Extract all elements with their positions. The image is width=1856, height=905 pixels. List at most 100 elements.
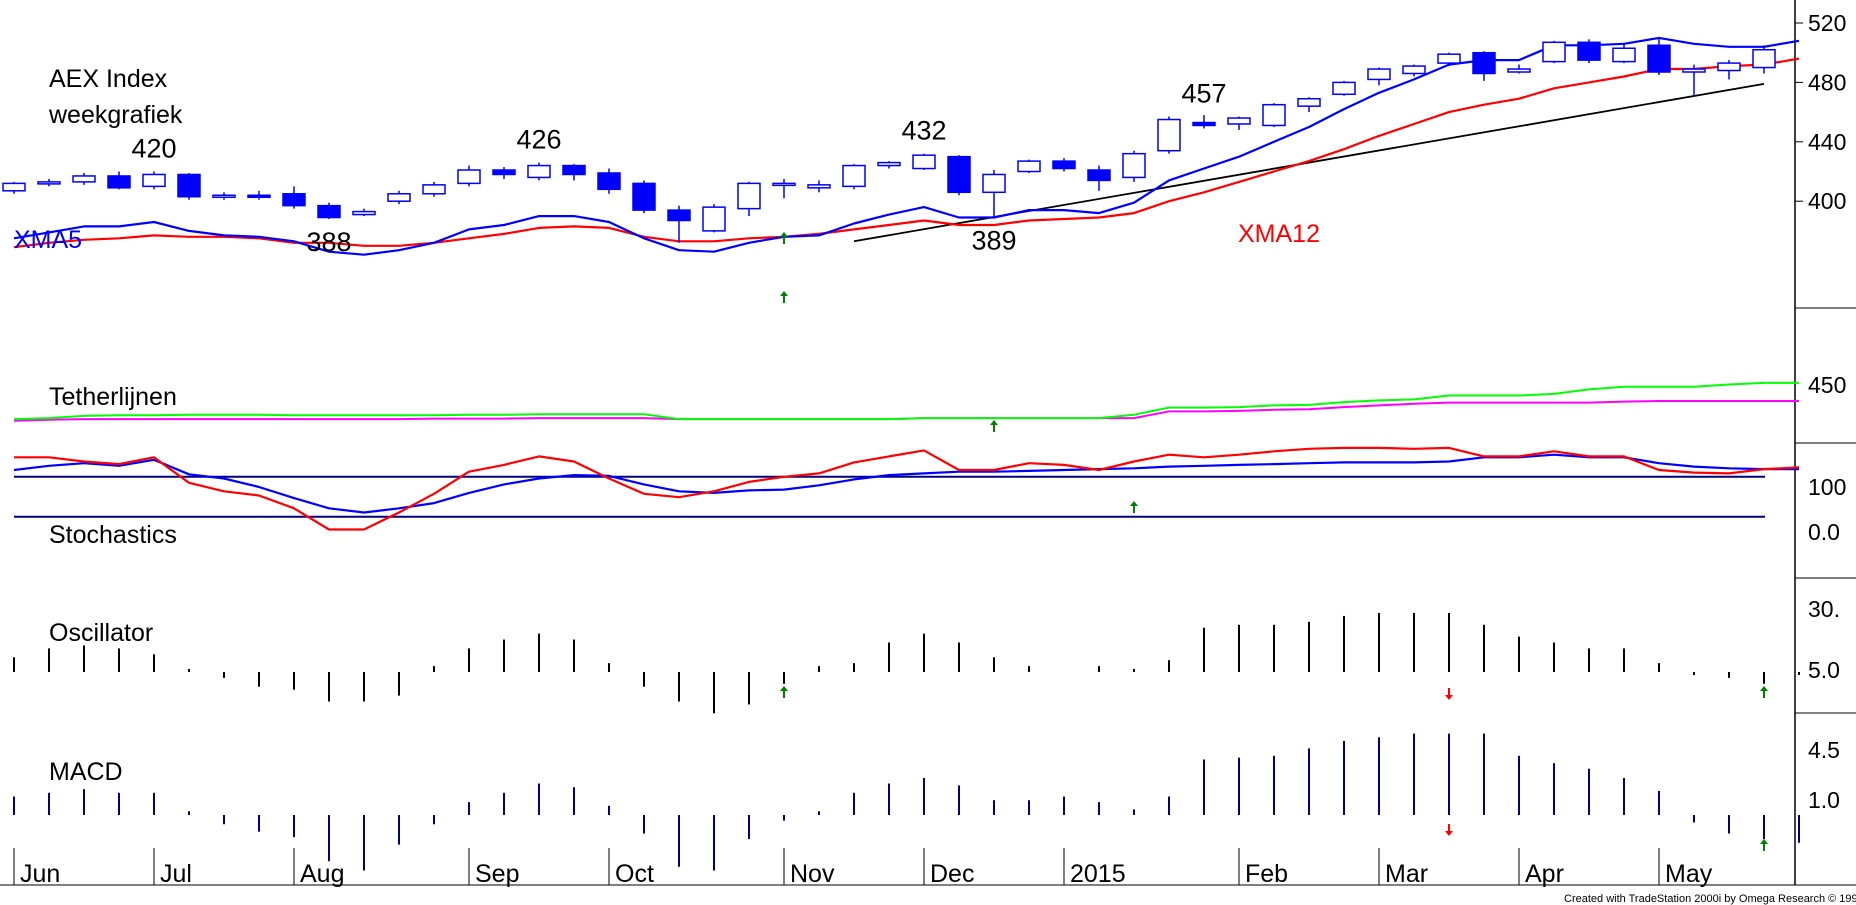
candle bbox=[1087, 165, 1111, 191]
candle bbox=[772, 178, 796, 199]
candle-body bbox=[1332, 81, 1356, 96]
candle-body bbox=[1507, 68, 1531, 73]
month-label: Sep bbox=[475, 860, 519, 888]
arrow-head bbox=[1445, 831, 1453, 836]
candle-body bbox=[457, 169, 481, 185]
osc-tick-30: 30. bbox=[1808, 596, 1840, 622]
candle bbox=[877, 161, 901, 169]
month-label: Mar bbox=[1385, 860, 1428, 888]
stochastics-label: Stochastics bbox=[49, 521, 177, 549]
month-label: Dec bbox=[930, 860, 974, 888]
xma12-line bbox=[13, 57, 1800, 249]
oscillator-label: Oscillator bbox=[49, 619, 153, 647]
candle-body bbox=[1577, 41, 1601, 61]
arrow-head bbox=[990, 420, 998, 425]
candle-body bbox=[1752, 48, 1776, 69]
candle-body bbox=[1542, 41, 1566, 63]
macd-tick-45: 4.5 bbox=[1808, 737, 1840, 763]
candle-body bbox=[1682, 68, 1706, 73]
price-annotation: 432 bbox=[901, 116, 946, 146]
signal-arrow-up bbox=[780, 686, 788, 698]
candle-body bbox=[212, 194, 236, 199]
macd-tick-1: 1.0 bbox=[1808, 787, 1840, 813]
candle bbox=[177, 172, 201, 200]
candle-body bbox=[842, 164, 866, 188]
candle-body bbox=[247, 194, 271, 199]
candle-body bbox=[1192, 121, 1216, 127]
candle bbox=[842, 164, 866, 190]
candle-body bbox=[1367, 68, 1391, 81]
signal-arrow-up bbox=[780, 291, 788, 303]
candle-body bbox=[72, 175, 96, 183]
candle-body bbox=[877, 161, 901, 167]
candle-body bbox=[317, 204, 341, 219]
arrow-head bbox=[1760, 839, 1768, 844]
candle bbox=[1472, 51, 1496, 81]
chart-title-line2: weekgrafiek bbox=[48, 101, 183, 129]
candle bbox=[982, 170, 1006, 218]
candle-body bbox=[1297, 97, 1321, 107]
candle-body bbox=[492, 169, 516, 176]
tether-label: Tetherlijnen bbox=[49, 383, 177, 411]
candle bbox=[352, 208, 376, 217]
month-label: 2015 bbox=[1070, 860, 1126, 888]
candle bbox=[492, 167, 516, 179]
signal-arrows bbox=[780, 232, 1768, 851]
candle-body bbox=[142, 173, 166, 188]
candle-body bbox=[1227, 117, 1251, 125]
month-label: Jul bbox=[160, 860, 192, 888]
candle bbox=[1332, 80, 1356, 96]
signal-arrow-up bbox=[990, 420, 998, 432]
candle-body bbox=[1472, 51, 1496, 75]
signal-arrow-up bbox=[780, 232, 788, 244]
month-axis: Jun Jul Aug Sep Oct Nov Dec 2015 Feb Mar Apr May bbox=[13, 848, 1713, 888]
price-annotation: 457 bbox=[1181, 79, 1226, 109]
candle-body bbox=[2, 182, 26, 192]
candle bbox=[737, 181, 761, 217]
candle-body bbox=[1157, 118, 1181, 152]
candle bbox=[317, 202, 341, 220]
candle bbox=[1507, 64, 1531, 74]
candle bbox=[1647, 37, 1671, 75]
candle-body bbox=[1052, 160, 1076, 170]
candle bbox=[1052, 158, 1076, 172]
candle bbox=[1402, 64, 1426, 77]
candle-body bbox=[37, 181, 61, 185]
candle bbox=[282, 186, 306, 209]
candle-body bbox=[1122, 152, 1146, 179]
candle bbox=[1612, 43, 1636, 64]
stoch-red-line bbox=[14, 446, 1800, 531]
candle bbox=[562, 164, 586, 181]
chart-title-line1: AEX Index bbox=[49, 65, 168, 93]
candle bbox=[1717, 60, 1741, 80]
price-tick-label: 440 bbox=[1808, 129, 1846, 155]
candle bbox=[702, 204, 726, 233]
candle-body bbox=[177, 173, 201, 198]
signal-arrow-up bbox=[1760, 839, 1768, 851]
price-annotation: 426 bbox=[516, 125, 561, 155]
arrow-head bbox=[1445, 695, 1453, 700]
candle bbox=[1577, 39, 1601, 64]
candle bbox=[807, 180, 831, 193]
month-label: Feb bbox=[1245, 860, 1288, 888]
month-label: May bbox=[1665, 860, 1713, 888]
candle-body bbox=[1087, 169, 1111, 182]
month-label: Jun bbox=[20, 860, 60, 888]
month-label: Aug bbox=[300, 860, 344, 888]
price-tick-label: 520 bbox=[1808, 10, 1846, 36]
osc-tick-5: 5.0 bbox=[1808, 657, 1840, 683]
tether-tick: 450 bbox=[1808, 372, 1846, 398]
candle-body bbox=[667, 209, 691, 222]
xma5-line bbox=[13, 36, 1800, 256]
oscillator-panel bbox=[13, 613, 1800, 714]
candle bbox=[947, 155, 971, 196]
price-axis: 520 480 440 400 bbox=[1795, 10, 1846, 214]
candle-body bbox=[807, 184, 831, 189]
candle-body bbox=[912, 154, 936, 170]
candle bbox=[212, 192, 236, 200]
candle bbox=[142, 171, 166, 190]
candle-body bbox=[947, 155, 971, 194]
candle bbox=[72, 172, 96, 185]
price-tick-label: 480 bbox=[1808, 69, 1846, 95]
xma12-label: XMA12 bbox=[1238, 220, 1320, 248]
